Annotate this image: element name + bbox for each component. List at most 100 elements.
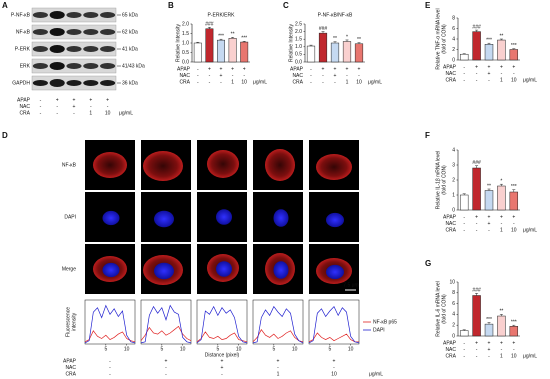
bar: [459, 330, 469, 337]
significance: ***: [486, 38, 492, 44]
cell-nucleus: [326, 212, 344, 228]
blot-band: [83, 80, 99, 86]
blot-band: [49, 11, 65, 19]
bar: [354, 43, 364, 63]
treatment-mark: 1: [277, 371, 280, 377]
treatment-label: CRA: [19, 110, 30, 116]
treatment-mark: +: [500, 340, 503, 346]
blot-label: NF-κB: [16, 29, 31, 35]
bar: [484, 44, 494, 61]
treatment-label: CRA: [445, 77, 456, 83]
treatment-mark: -: [209, 73, 211, 79]
bar: [330, 42, 340, 63]
treatment-label: NAC: [292, 73, 303, 79]
y-axis-label: Fluorescence: [65, 307, 71, 337]
treatment-mark: -: [56, 104, 58, 110]
bar: [472, 167, 481, 211]
y-tick-label: 0.0: [182, 59, 189, 65]
significance: **: [499, 309, 503, 315]
error-bar: [487, 322, 491, 325]
treatment-mark: +: [500, 214, 503, 220]
treatment-mark: -: [322, 73, 324, 79]
bar: [497, 185, 506, 211]
y-tick-label: 4: [452, 36, 455, 42]
treatment-mark: +: [208, 66, 211, 72]
treatment-mark: -: [358, 73, 360, 79]
treatment-label: CRA: [65, 371, 76, 377]
bar: [318, 32, 328, 63]
bar: [205, 28, 214, 63]
treatment-mark: -: [463, 214, 465, 220]
cell-nucleus: [102, 262, 120, 278]
treatment-mark: -: [513, 221, 515, 227]
treatment-mark: +: [500, 64, 503, 70]
treatment-mark: -: [488, 227, 490, 233]
treatment-mark: +: [512, 214, 515, 220]
treatment-mark: -: [243, 73, 245, 79]
error-bar: [242, 41, 246, 43]
treatment-mark: +: [73, 104, 76, 110]
treatment-unit: μg/mL: [523, 77, 537, 83]
profile-frame: [140, 299, 192, 345]
treatment-mark: +: [488, 347, 491, 353]
treatment-mark: +: [220, 73, 223, 79]
bar: [497, 39, 506, 61]
treatment-mark: 1: [500, 353, 503, 359]
treatment-mark: -: [463, 227, 465, 233]
x-tick-label: 5: [272, 346, 275, 352]
error-bar: [357, 42, 361, 44]
error-bar: [512, 189, 516, 192]
profile-frame: [252, 299, 304, 345]
significance: **: [499, 33, 503, 39]
treatment-mark: -: [107, 104, 109, 110]
treatment-label: CRA: [445, 353, 456, 359]
treatment-label: NAC: [445, 347, 456, 353]
x-axis-label: Distance (pixel): [205, 352, 240, 358]
treatment-label: APAP: [443, 64, 457, 70]
treatment-mark: +: [488, 214, 491, 220]
treatment-label: APAP: [290, 66, 304, 72]
treatment-mark: +: [221, 358, 224, 364]
treatment-label: NAC: [445, 71, 456, 77]
y-axis-label: Relative IL-1β mRNA level: [435, 151, 441, 209]
treatment-mark: +: [334, 73, 337, 79]
blot-band: [100, 29, 116, 35]
bar: [217, 39, 225, 63]
bar: [228, 38, 237, 63]
bar: [306, 45, 316, 63]
blot-band: [66, 63, 82, 69]
bar: [472, 31, 481, 61]
error-bar: [309, 44, 313, 47]
treatment-mark: -: [463, 347, 465, 353]
treatment-mark: -: [346, 73, 348, 79]
x-tick-label: 10: [180, 346, 186, 352]
treatment-mark: +: [89, 97, 92, 103]
treatment-mark: +: [475, 340, 478, 346]
kda-label: 65 kDa: [122, 12, 138, 18]
cell-nucleus: [216, 209, 232, 225]
treatment-unit: μg/mL: [369, 371, 383, 377]
treatment-mark: -: [476, 347, 478, 353]
treatment-mark: -: [463, 64, 465, 70]
treatment-mark: +: [165, 358, 168, 364]
error-bar: [499, 314, 503, 317]
blot-label: P-NF-κB: [11, 12, 31, 18]
x-tick-label: 10: [292, 346, 298, 352]
error-bar: [475, 165, 479, 168]
treatment-label: CRA: [445, 227, 456, 233]
treatment-mark: +: [334, 66, 337, 72]
kda-label: 41 kDa: [122, 46, 138, 52]
error-bar: [499, 38, 503, 41]
error-bar: [196, 41, 200, 43]
error-bar: [207, 26, 211, 29]
treatment-mark: 1: [231, 79, 234, 85]
cell-nucleus: [154, 210, 174, 228]
y-tick-label: 2: [452, 177, 455, 183]
significance: ###: [319, 26, 328, 32]
profile-line: [140, 304, 192, 344]
y-tick-label: 1.0: [182, 40, 189, 46]
y-tick-label: 1.5: [182, 31, 189, 37]
panel-letter: C: [283, 1, 289, 10]
y-tick-label: 6: [452, 26, 455, 32]
treatment-label: NAC: [445, 221, 456, 227]
